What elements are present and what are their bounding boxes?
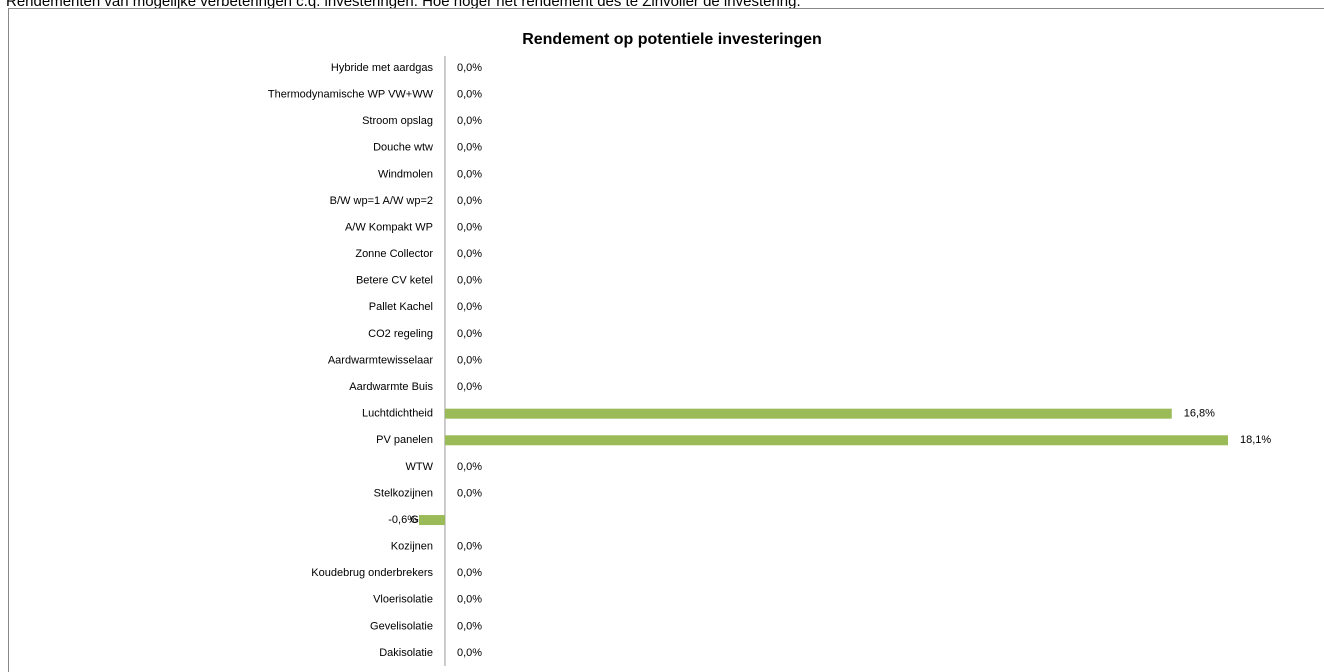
bar <box>444 435 1228 446</box>
category-label: A/W Kompakt WP <box>345 221 433 233</box>
category-label: Luchtdichtheid <box>362 408 433 420</box>
category-label: Stroom opslag <box>362 115 433 127</box>
value-label: 0,0% <box>457 620 482 632</box>
value-label: 0,0% <box>457 115 482 127</box>
value-label: 0,0% <box>457 567 482 579</box>
value-label: 0,0% <box>457 328 482 340</box>
category-label: WTW <box>406 461 434 473</box>
bar <box>419 515 445 526</box>
category-label: Kozijnen <box>391 541 433 553</box>
category-label: Dakisolatie <box>379 647 433 659</box>
category-label: B/W wp=1 A/W wp=2 <box>330 195 433 207</box>
value-label: 0,0% <box>457 88 482 100</box>
value-label: -0,6% <box>388 514 417 526</box>
caption: Rendementen van mogelijke verbeteringen … <box>6 0 801 10</box>
value-label: 16,8% <box>1184 408 1215 420</box>
value-label: 0,0% <box>457 647 482 659</box>
value-label: 0,0% <box>457 381 482 393</box>
bar <box>444 408 1172 419</box>
category-label: Pallet Kachel <box>369 301 433 313</box>
value-label: 0,0% <box>457 195 482 207</box>
value-label: 0,0% <box>457 354 482 366</box>
value-label: 0,0% <box>457 275 482 287</box>
value-label: 0,0% <box>457 142 482 154</box>
category-label: Zonne Collector <box>355 248 433 260</box>
category-label: Thermodynamische WP VW+WW <box>268 88 434 100</box>
value-label: 0,0% <box>457 62 482 74</box>
value-label: 0,0% <box>457 461 482 473</box>
category-label: Stelkozijnen <box>374 487 433 499</box>
chart-frame <box>8 8 1324 672</box>
category-label: Betere CV ketel <box>356 275 433 287</box>
category-label: Hybride met aardgas <box>331 62 434 74</box>
value-label: 0,0% <box>457 248 482 260</box>
value-label: 18,1% <box>1240 434 1271 446</box>
category-label: Douche wtw <box>373 142 433 154</box>
value-label: 0,0% <box>457 168 482 180</box>
value-label: 0,0% <box>457 487 482 499</box>
value-label: 0,0% <box>457 594 482 606</box>
value-label: 0,0% <box>457 541 482 553</box>
value-label: 0,0% <box>457 221 482 233</box>
category-label: Aardwarmte Buis <box>349 381 433 393</box>
category-label: CO2 regeling <box>368 328 433 340</box>
value-label: 0,0% <box>457 301 482 313</box>
category-label: Vloerisolatie <box>373 594 433 606</box>
category-label: Koudebrug onderbrekers <box>311 567 433 579</box>
chart-title: Rendement op potentiele investeringen <box>522 31 822 48</box>
category-label: Gevelisolatie <box>370 620 433 632</box>
category-label: PV panelen <box>376 434 433 446</box>
category-label: Aardwarmtewisselaar <box>328 354 433 366</box>
category-label: Windmolen <box>378 168 433 180</box>
